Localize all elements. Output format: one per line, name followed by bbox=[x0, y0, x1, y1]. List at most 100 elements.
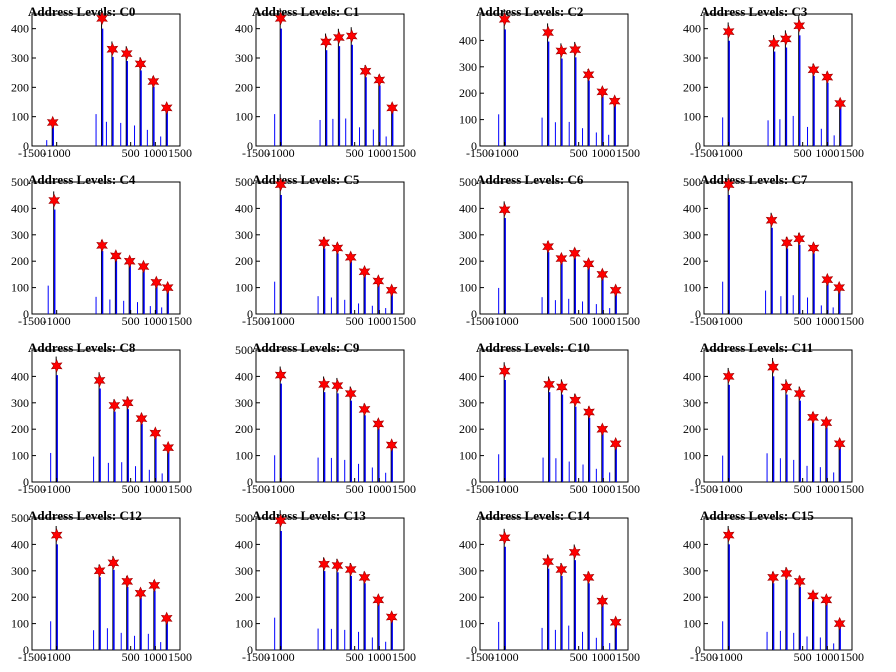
x-tick-label: 1000 bbox=[367, 482, 391, 496]
peak-marker bbox=[556, 380, 568, 394]
chart-panel: Address Levels: C13 0 100 200 300 400 500 -1500… bbox=[224, 504, 448, 672]
y-tick-label: 0 bbox=[471, 139, 477, 153]
x-tick-label: -1500 bbox=[242, 146, 270, 160]
peak-marker bbox=[385, 610, 398, 624]
x-tick-label: 1500 bbox=[168, 314, 192, 328]
peak-marker bbox=[46, 115, 59, 130]
peak-marker bbox=[608, 94, 621, 108]
peak-marker bbox=[498, 202, 511, 217]
x-tick-label: 1000 bbox=[367, 146, 391, 160]
peak-marker bbox=[50, 359, 63, 373]
chart-title: Address Levels: C11 bbox=[700, 340, 814, 355]
peak-marker bbox=[134, 57, 147, 71]
x-tick-label: 500 bbox=[570, 482, 588, 496]
chart-panel: Address Levels: C10 0 100 200 300 400 -1500 -10… bbox=[448, 336, 672, 504]
x-tick-label: 1000 bbox=[367, 650, 391, 664]
y-tick-label: 200 bbox=[235, 80, 253, 94]
peak-marker bbox=[498, 531, 511, 545]
chart-svg: 0 100 200 300 400 -1500-1000 500 1000 1500 bbox=[459, 349, 640, 496]
x-tick-label: 500 bbox=[570, 650, 588, 664]
x-tick-label: -1000 bbox=[715, 314, 743, 328]
peak-marker bbox=[722, 24, 735, 39]
y-tick-label: 0 bbox=[247, 643, 253, 657]
y-tick-label: 200 bbox=[11, 80, 29, 94]
y-tick-label: 500 bbox=[235, 511, 253, 525]
peak-marker bbox=[333, 30, 345, 45]
y-tick-label: 100 bbox=[683, 110, 701, 124]
x-tick-label: 500 bbox=[122, 146, 140, 160]
chart-svg: 0 100 200 300 400 -1500-1000 500 1000 1500 bbox=[11, 8, 192, 160]
x-tick-label: 1500 bbox=[168, 146, 192, 160]
peak-marker bbox=[318, 377, 330, 392]
peak-marker bbox=[331, 378, 344, 393]
y-tick-label: 100 bbox=[235, 449, 253, 463]
chart-title: Address Levels: C3 bbox=[700, 4, 808, 19]
peak-marker bbox=[781, 235, 793, 250]
x-tick-label: 1000 bbox=[143, 482, 167, 496]
x-tick-label: 1500 bbox=[840, 482, 864, 496]
peak-marker bbox=[543, 377, 555, 392]
y-tick-label: 0 bbox=[23, 643, 29, 657]
y-tick-label: 400 bbox=[459, 33, 477, 47]
y-tick-label: 200 bbox=[235, 590, 253, 604]
y-tick-label: 300 bbox=[459, 228, 477, 242]
y-tick-label: 200 bbox=[459, 86, 477, 100]
peak-marker bbox=[121, 574, 134, 589]
chart-panel: Address Levels: C2 0 100 200 300 400 -1500 -100… bbox=[448, 0, 672, 168]
peak-marker bbox=[821, 272, 834, 287]
x-tick-label: 500 bbox=[122, 650, 140, 664]
y-tick-label: 300 bbox=[459, 60, 477, 74]
peak-marker bbox=[160, 611, 173, 626]
y-tick-label: 100 bbox=[459, 617, 477, 631]
y-tick-label: 400 bbox=[235, 201, 253, 215]
x-tick-label: -1000 bbox=[267, 146, 295, 160]
x-tick-label: 500 bbox=[794, 650, 812, 664]
y-tick-label: 200 bbox=[459, 254, 477, 268]
y-tick-label: 0 bbox=[471, 643, 477, 657]
y-tick-label: 400 bbox=[235, 369, 253, 383]
x-tick-label: -1500 bbox=[466, 482, 494, 496]
y-tick-label: 200 bbox=[459, 422, 477, 436]
y-tick-label: 0 bbox=[695, 475, 701, 489]
x-tick-label: 1500 bbox=[392, 650, 416, 664]
peak-marker bbox=[793, 18, 806, 33]
x-tick-label: 1000 bbox=[591, 314, 615, 328]
chart-panel: Address Levels: C12 0 100 200 300 400 500 -1500… bbox=[0, 504, 224, 672]
peak-marker bbox=[609, 283, 622, 297]
x-tick-label: 1500 bbox=[616, 314, 640, 328]
peak-marker bbox=[807, 62, 820, 77]
x-tick-label: -1500 bbox=[466, 314, 494, 328]
chart-title: Address Levels: C14 bbox=[476, 508, 590, 523]
chart-svg: 0 100 200 300 400 -1500-1000 500 1000 1500 bbox=[459, 9, 640, 160]
peak-marker bbox=[767, 360, 779, 374]
x-tick-label: 1000 bbox=[815, 650, 839, 664]
y-tick-label: 200 bbox=[11, 422, 29, 436]
peak-marker bbox=[93, 564, 106, 578]
peak-marker bbox=[833, 436, 846, 451]
x-tick-label: 1500 bbox=[392, 314, 416, 328]
y-tick-label: 500 bbox=[459, 175, 477, 189]
peak-marker bbox=[780, 566, 793, 581]
x-tick-label: -1000 bbox=[715, 482, 743, 496]
peak-marker bbox=[344, 250, 357, 264]
x-tick-label: 1000 bbox=[591, 650, 615, 664]
x-tick-label: -1500 bbox=[18, 482, 46, 496]
y-tick-label: 200 bbox=[11, 254, 29, 268]
chart-title: Address Levels: C6 bbox=[476, 172, 584, 187]
y-tick-label: 500 bbox=[235, 343, 253, 357]
y-tick-label: 100 bbox=[11, 281, 29, 295]
peak-marker bbox=[106, 42, 119, 56]
y-tick-label: 300 bbox=[683, 51, 701, 65]
y-tick-label: 400 bbox=[235, 537, 253, 551]
x-tick-label: -1500 bbox=[690, 146, 718, 160]
x-tick-label: -1500 bbox=[466, 146, 494, 160]
x-tick-label: 1000 bbox=[815, 146, 839, 160]
x-tick-label: -1500 bbox=[18, 650, 46, 664]
y-tick-label: 400 bbox=[11, 537, 29, 551]
peak-marker bbox=[582, 570, 595, 585]
peak-marker bbox=[331, 241, 344, 255]
